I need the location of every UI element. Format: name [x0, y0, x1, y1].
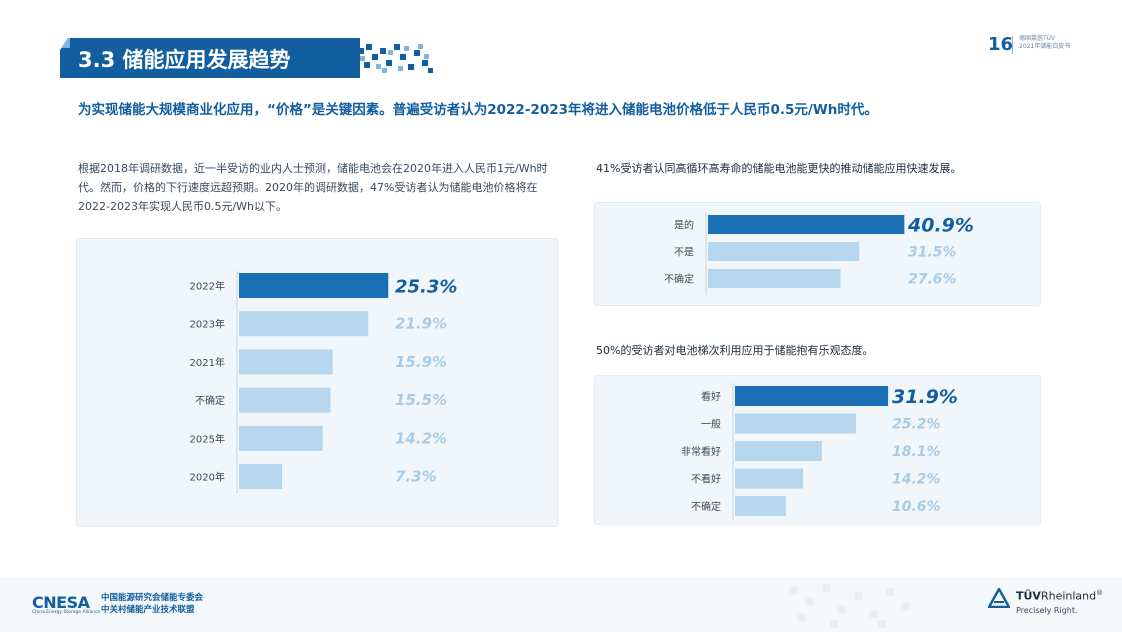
bar	[735, 468, 804, 489]
bar	[239, 311, 369, 337]
tuv-name-rest: Rheinland	[1040, 589, 1097, 603]
value-label: 15.5%	[395, 391, 447, 409]
value-label: 14.2%	[892, 472, 941, 488]
category-label: 一般	[701, 418, 721, 431]
bar	[708, 242, 860, 261]
bar	[239, 273, 389, 298]
category-label: 不是	[674, 247, 694, 259]
category-label: 2021年	[190, 356, 225, 369]
value-label: 25.2%	[892, 417, 941, 433]
category-label: 2023年	[190, 318, 225, 331]
cnesa-name-line1: 中国能源研究会储能专委会	[101, 593, 204, 603]
bar	[708, 269, 841, 288]
bar	[239, 349, 333, 375]
value-label: 15.9%	[395, 353, 447, 371]
tuv-name-bold: TÜV	[1016, 589, 1041, 603]
headline: 为实现储能大规模商业化应用，“价格”是关键因素。普遍受访者认为2022-2023…	[78, 102, 878, 118]
category-label: 2022年	[190, 280, 225, 293]
bar	[735, 496, 786, 516]
page-separator	[1012, 36, 1013, 54]
chart-echelon-use: 看好 31.9% 一般 25.2% 非常看好 18.1% 不看好 14.2% 不确定 10.6%	[681, 383, 958, 520]
section-title-banner	[60, 38, 360, 78]
bar	[239, 387, 331, 413]
category-label: 非常看好	[681, 445, 721, 458]
page-meta: 德国莱茵TÜV 2021年储能白皮书	[1019, 35, 1070, 51]
right-note-1: 41%受访者认同高循环高寿命的储能电池能更快的推动储能应用快速发展。	[596, 162, 962, 175]
bar	[708, 215, 905, 234]
value-label: 7.3%	[395, 468, 437, 486]
tuv-registered-mark: ®	[1096, 589, 1104, 597]
footer-pixel-decoration	[790, 584, 910, 628]
tuv-triangle-icon	[988, 588, 1010, 608]
category-label: 看好	[701, 390, 721, 403]
bar	[735, 441, 822, 461]
footer-band	[0, 578, 1122, 632]
page-meta-line2: 2021年储能白皮书	[1019, 43, 1071, 50]
category-label: 不确定	[195, 394, 225, 407]
chart-price-year: 2022年 25.3% 2023年 21.9% 2021年 15.9% 不确定 15.5% 20…	[190, 271, 457, 493]
bar	[239, 464, 283, 489]
category-label: 2020年	[190, 471, 225, 484]
category-label: 不看好	[691, 473, 721, 486]
value-label: 10.6%	[892, 499, 941, 515]
value-label: 27.6%	[908, 272, 957, 288]
value-label: 31.5%	[908, 245, 957, 261]
chart-cycle-life: 是的 40.9% 不是 31.5% 不确定 27.6%	[664, 212, 974, 295]
bar	[239, 425, 323, 451]
category-label: 是的	[674, 219, 694, 232]
section-title: 3.3 储能应用发展趋势	[78, 48, 291, 72]
category-label: 2025年	[190, 432, 225, 445]
bar	[735, 413, 856, 434]
chart-panel-price-year: 2022年 25.3% 2023年 21.9% 2021年 15.9% 不确定 15.5% 20…	[76, 238, 558, 527]
value-label: 31.9%	[892, 386, 958, 408]
chart-panel-echelon: 看好 31.9% 一般 25.2% 非常看好 18.1% 不看好 14.2% 不确定 10.6%	[594, 375, 1041, 525]
tuv-logo-text: TÜVRheinland®	[1016, 589, 1103, 603]
value-label: 14.2%	[395, 429, 447, 447]
page-meta-line1: 德国莱茵TÜV	[1019, 35, 1056, 42]
left-paragraph: 根据2018年调研数据，近一半受访的业内人士预测，储能电池会在2020年进入人民…	[78, 162, 548, 213]
cnesa-logo: CNESA	[32, 593, 90, 612]
pixel-decoration	[358, 44, 433, 73]
value-label: 25.3%	[395, 277, 457, 298]
cnesa-names: 中国能源研究会储能专委会 中关村储能产业技术联盟	[101, 592, 203, 616]
bar	[735, 386, 889, 406]
page-number: 16	[988, 34, 1014, 55]
value-label: 18.1%	[892, 444, 941, 460]
cnesa-subtitle: China Energy Storage Alliance	[32, 610, 101, 615]
tuv-tagline: Precisely Right.	[1016, 606, 1078, 615]
right-note-2: 50%的受访者对电池梯次利用应用于储能抱有乐观态度。	[596, 344, 874, 357]
chart-panel-cycle-life: 是的 40.9% 不是 31.5% 不确定 27.6%	[594, 202, 1041, 306]
value-label: 21.9%	[395, 315, 447, 333]
category-label: 不确定	[691, 500, 721, 513]
cnesa-name-line2: 中关村储能产业技术联盟	[101, 605, 195, 615]
value-label: 40.9%	[907, 215, 974, 237]
category-label: 不确定	[664, 273, 694, 286]
